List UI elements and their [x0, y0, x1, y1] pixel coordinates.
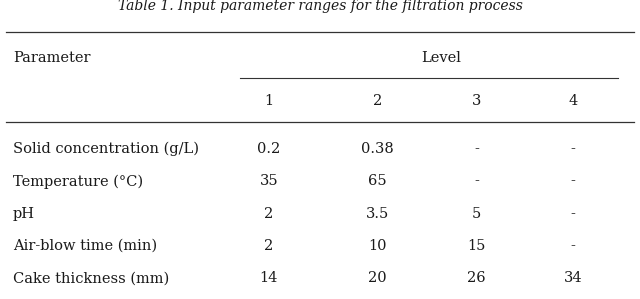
Text: Cake thickness (mm): Cake thickness (mm): [13, 271, 169, 285]
Text: 2: 2: [264, 207, 273, 221]
Text: -: -: [570, 174, 575, 188]
Text: 26: 26: [467, 271, 486, 285]
Text: Level: Level: [422, 51, 461, 65]
Text: 65: 65: [368, 174, 387, 188]
Text: -: -: [474, 174, 479, 188]
Text: 35: 35: [259, 174, 278, 188]
Text: -: -: [570, 207, 575, 221]
Text: -: -: [570, 142, 575, 156]
Text: Table 1. Input parameter ranges for the filtration process: Table 1. Input parameter ranges for the …: [118, 0, 522, 13]
Text: Air-blow time (min): Air-blow time (min): [13, 239, 157, 253]
Text: 1: 1: [264, 94, 273, 108]
Text: 2: 2: [264, 239, 273, 253]
Text: Temperature (°C): Temperature (°C): [13, 174, 143, 189]
Text: 14: 14: [260, 271, 278, 285]
Text: 3: 3: [472, 94, 481, 108]
Text: 34: 34: [563, 271, 582, 285]
Text: 3.5: 3.5: [366, 207, 389, 221]
Text: 2: 2: [373, 94, 382, 108]
Text: -: -: [474, 142, 479, 156]
Text: Parameter: Parameter: [13, 51, 90, 65]
Text: 10: 10: [369, 239, 387, 253]
Text: Solid concentration (g/L): Solid concentration (g/L): [13, 142, 199, 156]
Text: pH: pH: [13, 207, 35, 221]
Text: 0.2: 0.2: [257, 142, 280, 156]
Text: -: -: [570, 239, 575, 253]
Text: 5: 5: [472, 207, 481, 221]
Text: 15: 15: [468, 239, 486, 253]
Text: 4: 4: [568, 94, 577, 108]
Text: 0.38: 0.38: [361, 142, 394, 156]
Text: 20: 20: [368, 271, 387, 285]
